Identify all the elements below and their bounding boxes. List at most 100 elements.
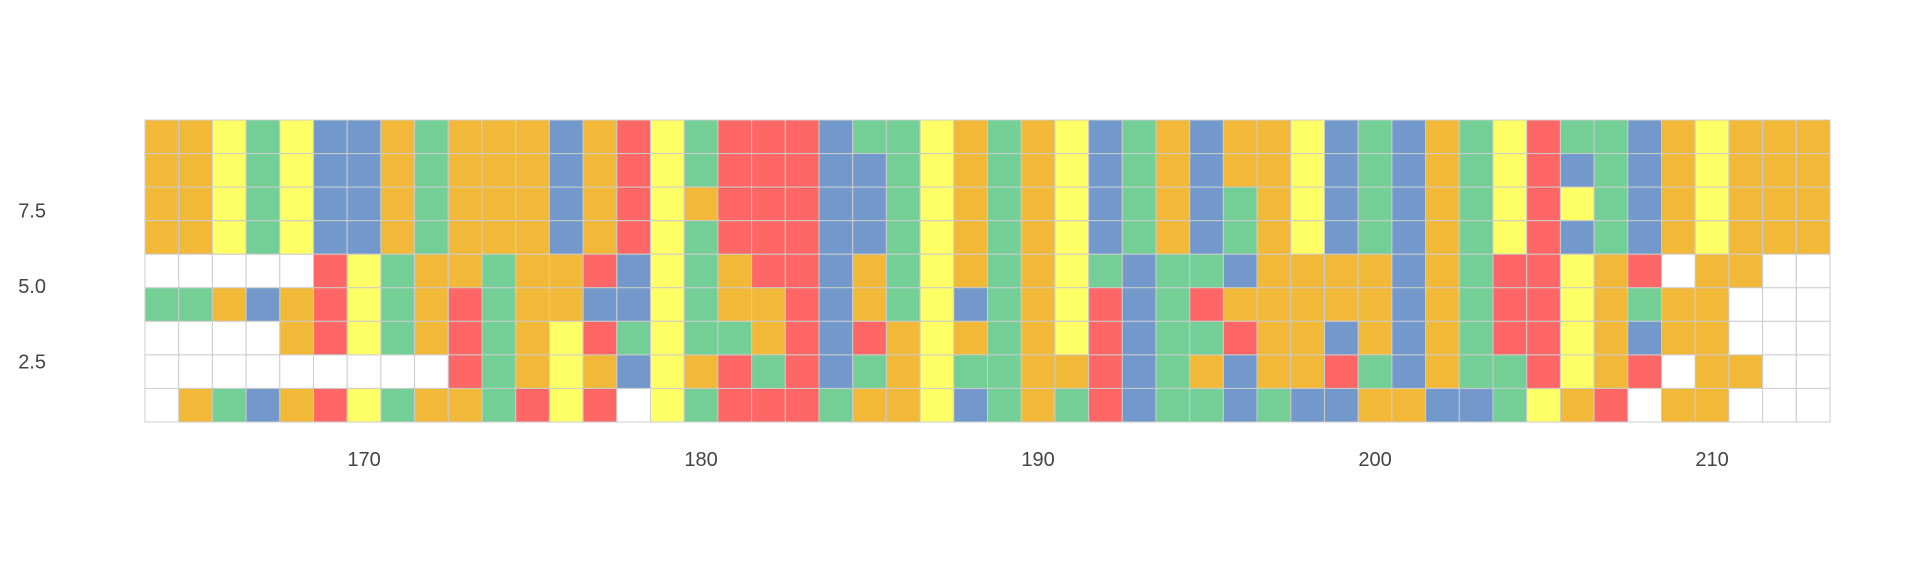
heatmap-cell <box>1222 253 1258 289</box>
heatmap-cell <box>717 119 753 155</box>
heatmap-cell <box>616 320 651 356</box>
heatmap-cell <box>1256 153 1292 188</box>
heatmap-cell <box>1425 220 1460 255</box>
heatmap-cell <box>1088 354 1123 389</box>
heatmap-cell <box>650 387 685 423</box>
heatmap-cell <box>1492 220 1528 255</box>
heatmap-cell <box>953 253 988 289</box>
heatmap-cell <box>987 220 1022 255</box>
heatmap-cell <box>987 387 1022 423</box>
heatmap-cell <box>1155 119 1191 155</box>
heatmap-cell <box>245 220 281 255</box>
heatmap-cell <box>1189 119 1224 155</box>
heatmap-cell <box>1357 287 1393 322</box>
heatmap-cell <box>1256 220 1292 255</box>
heatmap-cell <box>1054 119 1090 155</box>
heatmap-cell <box>515 186 550 222</box>
y-tick-label: 2.5 <box>18 352 46 374</box>
heatmap-cell <box>1425 153 1460 188</box>
heatmap-cell <box>515 354 550 389</box>
x-tick-label: 170 <box>347 449 380 471</box>
heatmap-cell <box>481 354 517 389</box>
heatmap-cell <box>1121 153 1157 188</box>
heatmap-cell <box>279 320 314 356</box>
heatmap-cell <box>1324 220 1359 255</box>
heatmap-cell <box>1290 287 1326 322</box>
heatmap-cell <box>1222 287 1258 322</box>
heatmap-cell <box>279 220 314 255</box>
heatmap-cell <box>481 186 517 222</box>
heatmap-cell <box>1391 354 1427 389</box>
heatmap-cell <box>346 354 382 389</box>
heatmap-cell <box>1155 320 1191 356</box>
heatmap-cell <box>1627 354 1663 389</box>
heatmap-cell <box>1222 220 1258 255</box>
heatmap-cell <box>582 253 618 289</box>
heatmap-cell <box>346 387 382 423</box>
heatmap-cell <box>211 253 247 289</box>
heatmap-cell <box>1357 387 1393 423</box>
heatmap-cell <box>919 253 955 289</box>
heatmap-cell <box>1762 119 1797 155</box>
heatmap-cell <box>1728 220 1764 255</box>
heatmap-cell <box>1088 153 1123 188</box>
heatmap-cell <box>1020 287 1056 322</box>
heatmap-cell <box>414 320 449 356</box>
heatmap-cell <box>144 320 180 356</box>
heatmap-cell <box>515 253 550 289</box>
heatmap-cell <box>852 320 887 356</box>
heatmap-cell <box>885 220 921 255</box>
heatmap-cell <box>616 119 651 155</box>
heatmap-cell <box>582 287 618 322</box>
heatmap-cell <box>1694 186 1730 222</box>
heatmap-cell <box>683 153 719 188</box>
heatmap-cell <box>1290 220 1326 255</box>
heatmap-cell <box>1357 119 1393 155</box>
heatmap-cell <box>1155 287 1191 322</box>
heatmap-cell <box>178 220 213 255</box>
heatmap-cell <box>1324 287 1359 322</box>
heatmap-cell <box>1256 320 1292 356</box>
heatmap-cell <box>245 320 281 356</box>
heatmap-cell <box>683 320 719 356</box>
heatmap-cell <box>211 220 247 255</box>
heatmap-cell <box>987 253 1022 289</box>
heatmap-cell <box>1458 153 1494 188</box>
heatmap-cell <box>1425 320 1460 356</box>
heatmap-cell <box>1020 320 1056 356</box>
heatmap-cell <box>1593 186 1629 222</box>
heatmap-cell <box>144 220 180 255</box>
heatmap-cell <box>885 354 921 389</box>
heatmap-cell <box>1121 253 1157 289</box>
heatmap-cell <box>784 354 820 389</box>
heatmap-cell <box>1189 186 1224 222</box>
heatmap-cell <box>245 387 281 423</box>
heatmap-cell <box>1391 119 1427 155</box>
heatmap-cell <box>1627 153 1663 188</box>
heatmap-cell <box>1526 220 1561 255</box>
heatmap-cell <box>414 220 449 255</box>
heatmap-cell <box>650 186 685 222</box>
heatmap-cell <box>1694 287 1730 322</box>
heatmap-cell <box>144 153 180 188</box>
heatmap-cell <box>245 186 281 222</box>
heatmap-cell <box>1256 186 1292 222</box>
heatmap-cell <box>1222 119 1258 155</box>
heatmap-cell <box>548 354 584 389</box>
heatmap-cell <box>1627 253 1663 289</box>
heatmap-cell <box>1795 119 1831 155</box>
heatmap-cell <box>1795 253 1831 289</box>
heatmap-cell <box>717 253 753 289</box>
heatmap-cell <box>1290 119 1326 155</box>
heatmap-cell <box>1762 287 1797 322</box>
heatmap-cell <box>515 287 550 322</box>
heatmap-cell <box>1694 220 1730 255</box>
heatmap-cell <box>784 253 820 289</box>
heatmap-cell <box>1458 287 1494 322</box>
heatmap-cell <box>852 153 887 188</box>
heatmap-cell <box>919 186 955 222</box>
heatmap-cell <box>1762 186 1797 222</box>
heatmap-cell <box>481 287 517 322</box>
heatmap-cell <box>313 387 348 423</box>
heatmap-cell <box>1155 186 1191 222</box>
